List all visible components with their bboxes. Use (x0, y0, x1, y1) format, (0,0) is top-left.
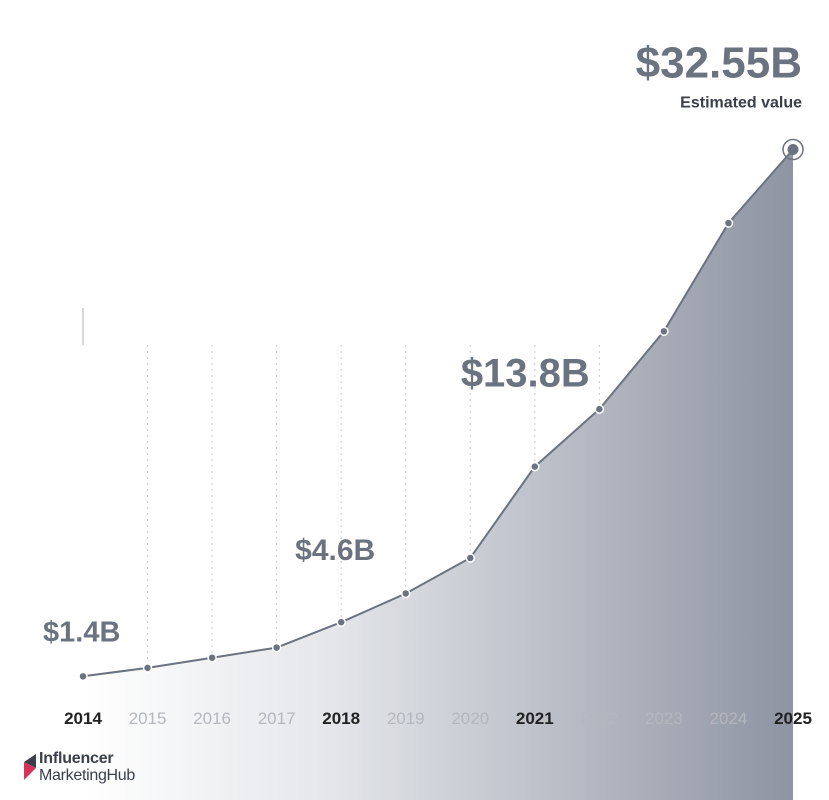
x-tick-2017: 2017 (258, 709, 296, 728)
value-label-2025: $32.55B (636, 39, 802, 88)
point-2025 (787, 144, 799, 156)
x-tick-2024: 2024 (710, 709, 748, 728)
point-2022 (594, 404, 605, 414)
x-tick-2015: 2015 (129, 709, 167, 728)
logo-text-line2: MarketingHub (39, 767, 136, 784)
point-ring-2025 (782, 138, 804, 161)
value-label-2014: $1.4B (43, 616, 120, 648)
point-2019 (400, 588, 411, 599)
x-tick-2025: 2025 (774, 709, 812, 728)
x-tick-2018: 2018 (322, 709, 360, 728)
point-2015 (142, 663, 153, 673)
point-2018 (336, 617, 346, 627)
point-2020 (465, 553, 476, 563)
x-tick-2014: 2014 (64, 709, 102, 728)
x-tick-2022: 2022 (580, 709, 618, 728)
point-2024 (723, 218, 734, 228)
x-tick-2016: 2016 (193, 709, 231, 728)
point-2016 (207, 652, 217, 663)
logo-mark-icon (24, 754, 36, 780)
series-line (82, 148, 794, 678)
value-label-2021: $13.8B (461, 352, 590, 396)
x-tick-2020: 2020 (451, 709, 489, 728)
x-tick-2021: 2021 (516, 709, 554, 728)
point-2023 (659, 326, 669, 337)
value-sublabel-2025: Estimated value (680, 95, 802, 112)
x-tick-2023: 2023 (645, 709, 683, 728)
logo-text-line1: Influencer (39, 750, 114, 767)
x-tick-2019: 2019 (387, 709, 425, 728)
point-2017 (271, 642, 282, 653)
logo: Influencer MarketingHub (22, 748, 172, 788)
point-2014 (78, 671, 88, 682)
area-fill (83, 149, 793, 800)
point-2021 (530, 461, 540, 472)
value-label-2018: $4.6B (295, 534, 375, 567)
